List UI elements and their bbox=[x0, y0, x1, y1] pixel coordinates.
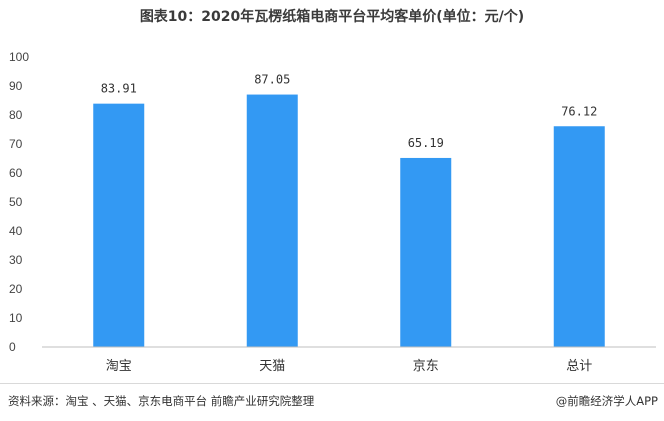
y-tick-label: 40 bbox=[9, 224, 23, 238]
x-tick-label: 天猫 bbox=[259, 359, 285, 374]
y-tick-label: 90 bbox=[9, 79, 23, 93]
credit-note: @前瞻经济学人APP bbox=[555, 394, 658, 408]
bar bbox=[93, 103, 145, 347]
bar bbox=[246, 94, 298, 348]
y-tick-label: 0 bbox=[9, 340, 16, 354]
bar-chart: 0 10 20 30 40 50 60 70 80 90 100 83.91 87.05 65.19 76… bbox=[9, 50, 656, 374]
bars: 83.91 87.05 65.19 76.12 bbox=[93, 73, 605, 348]
x-tick-label: 总计 bbox=[566, 359, 592, 374]
y-tick-label: 100 bbox=[9, 50, 29, 64]
chart-title: 图表10：2020年瓦楞纸箱电商平台平均客单价(单位：元/个) bbox=[139, 9, 525, 25]
data-label: 76.12 bbox=[561, 104, 597, 118]
bar bbox=[400, 157, 452, 347]
data-label: 83.91 bbox=[101, 82, 137, 96]
bar bbox=[553, 126, 605, 347]
y-tick-label: 70 bbox=[9, 137, 23, 151]
x-tick-label: 京东 bbox=[413, 359, 439, 374]
x-axis: 淘宝 天猫 京东 总计 bbox=[42, 346, 656, 374]
data-label: 65.19 bbox=[408, 136, 444, 150]
x-tick-label: 淘宝 bbox=[106, 359, 132, 374]
data-label: 87.05 bbox=[254, 73, 290, 87]
y-axis: 0 10 20 30 40 50 60 70 80 90 100 bbox=[9, 50, 29, 354]
source-note: 资料来源：淘宝 、天猫、京东电商平台 前瞻产业研究院整理 bbox=[8, 394, 315, 408]
footer: 资料来源：淘宝 、天猫、京东电商平台 前瞻产业研究院整理 @前瞻经济学人APP bbox=[0, 383, 664, 421]
y-tick-label: 60 bbox=[9, 166, 23, 180]
y-tick-label: 80 bbox=[9, 108, 23, 122]
y-tick-label: 30 bbox=[9, 253, 23, 267]
y-tick-label: 10 bbox=[9, 311, 23, 325]
y-tick-label: 20 bbox=[9, 282, 23, 296]
y-tick-label: 50 bbox=[9, 195, 23, 209]
